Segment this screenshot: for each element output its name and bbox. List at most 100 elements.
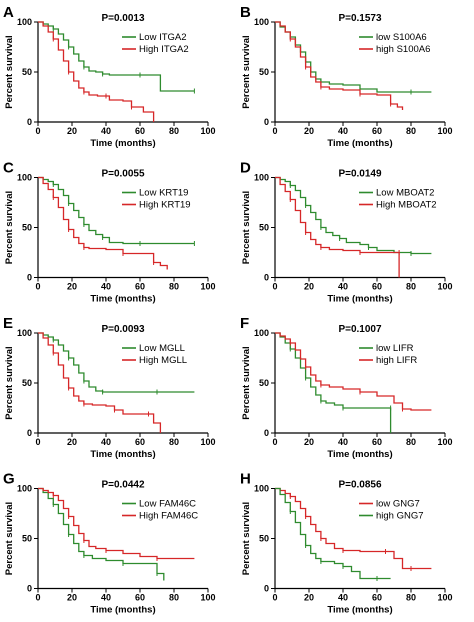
y-tick-label: 0 (27, 117, 32, 127)
y-tick-label: 0 (264, 273, 269, 283)
legend-label: Low MBOAT2 (376, 188, 434, 199)
x-tick-label: 80 (169, 593, 179, 603)
y-tick-label: 100 (17, 173, 32, 183)
x-tick-label: 0 (272, 282, 277, 292)
panel-letter: D (240, 160, 251, 177)
y-axis-label: Percent survival (241, 35, 252, 108)
x-tick-label: 60 (372, 282, 382, 292)
y-tick-label: 100 (17, 328, 32, 338)
x-tick-label: 0 (35, 437, 40, 447)
x-tick-label: 40 (101, 437, 111, 447)
x-tick-label: 80 (169, 282, 179, 292)
survival-curve-first (38, 332, 195, 393)
y-axis-label: Percent survival (241, 191, 252, 264)
x-tick-label: 100 (200, 593, 215, 603)
y-axis-label: Percent survival (4, 502, 15, 575)
legend-label: low S100A6 (376, 32, 427, 43)
x-tick-label: 40 (101, 593, 111, 603)
y-tick-label: 50 (22, 378, 32, 388)
x-tick-label: 60 (372, 437, 382, 447)
p-value: P=0.1007 (338, 324, 382, 335)
x-tick-label: 20 (67, 437, 77, 447)
y-tick-label: 100 (17, 484, 32, 494)
panel-letter: G (3, 471, 15, 488)
survival-curve-second (38, 332, 162, 433)
x-tick-label: 0 (35, 593, 40, 603)
p-value: P=0.0442 (101, 480, 145, 491)
y-tick-label: 0 (27, 273, 32, 283)
y-tick-label: 0 (264, 428, 269, 438)
y-tick-label: 0 (264, 584, 269, 594)
x-tick-label: 60 (135, 593, 145, 603)
x-tick-label: 80 (406, 126, 416, 136)
x-axis-label: Time (months) (327, 605, 392, 616)
x-tick-label: 80 (169, 126, 179, 136)
y-tick-label: 100 (17, 17, 32, 27)
x-tick-label: 100 (437, 126, 452, 136)
x-tick-label: 40 (338, 593, 348, 603)
y-tick-label: 50 (259, 378, 269, 388)
panel-letter: A (3, 4, 14, 21)
x-tick-label: 60 (372, 593, 382, 603)
x-tick-label: 0 (35, 126, 40, 136)
legend-label: High ITGA2 (139, 44, 189, 55)
y-tick-label: 100 (254, 484, 269, 494)
legend-label: low LIFR (376, 343, 414, 354)
x-tick-label: 20 (67, 593, 77, 603)
x-tick-label: 80 (406, 282, 416, 292)
x-tick-label: 40 (101, 282, 111, 292)
panel-a: A P=0.0013 0 20 40 60 80 100 0 50 100 Time (months)… (3, 4, 216, 149)
legend-label: Low KRT19 (139, 188, 188, 199)
x-tick-label: 0 (272, 437, 277, 447)
x-tick-label: 100 (437, 437, 452, 447)
legend-label: High MBOAT2 (376, 200, 437, 211)
panel-letter: H (240, 471, 251, 488)
y-tick-label: 50 (22, 67, 32, 77)
x-tick-label: 20 (304, 126, 314, 136)
panel-letter: F (240, 315, 249, 332)
y-axis-label: Percent survival (4, 346, 15, 419)
x-axis-label: Time (months) (327, 294, 392, 305)
legend-label: high GNG7 (376, 511, 424, 522)
x-tick-label: 60 (135, 282, 145, 292)
panel-letter: E (3, 315, 13, 332)
x-axis-label: Time (months) (90, 605, 155, 616)
x-tick-label: 60 (135, 126, 145, 136)
panel-letter: C (3, 160, 14, 177)
survival-curve-second (38, 176, 168, 270)
y-tick-label: 50 (259, 67, 269, 77)
y-tick-label: 50 (259, 223, 269, 233)
x-tick-label: 40 (338, 126, 348, 136)
x-tick-label: 20 (304, 593, 314, 603)
y-axis-label: Percent survival (241, 502, 252, 575)
x-tick-label: 100 (200, 282, 215, 292)
panel-b: B P=0.1573 0 20 40 60 80 100 0 50 100 Time (months)… (240, 4, 453, 149)
y-tick-label: 0 (264, 117, 269, 127)
x-axis-label: Time (months) (327, 449, 392, 460)
p-value: P=0.0055 (101, 169, 145, 180)
x-tick-label: 100 (437, 282, 452, 292)
x-tick-label: 100 (200, 126, 215, 136)
x-tick-label: 20 (304, 282, 314, 292)
x-tick-label: 60 (135, 437, 145, 447)
x-tick-label: 0 (272, 593, 277, 603)
y-tick-label: 50 (259, 534, 269, 544)
panel-c: C P=0.0055 0 20 40 60 80 100 0 50 100 Time (months)… (3, 160, 216, 305)
x-tick-label: 80 (406, 437, 416, 447)
x-tick-label: 20 (304, 437, 314, 447)
y-tick-label: 50 (22, 223, 32, 233)
x-tick-label: 20 (67, 282, 77, 292)
p-value: P=0.0093 (101, 324, 145, 335)
x-axis-label: Time (months) (90, 294, 155, 305)
y-tick-label: 100 (254, 173, 269, 183)
survival-curve-first (38, 487, 165, 581)
y-tick-label: 100 (254, 328, 269, 338)
p-value: P=0.0856 (338, 480, 382, 491)
legend-label: low GNG7 (376, 499, 420, 510)
y-axis-label: Percent survival (4, 191, 15, 264)
x-tick-label: 0 (35, 282, 40, 292)
panel-letter: B (240, 4, 251, 21)
x-axis-label: Time (months) (90, 449, 155, 460)
survival-curve-first (275, 176, 432, 255)
x-tick-label: 20 (67, 126, 77, 136)
